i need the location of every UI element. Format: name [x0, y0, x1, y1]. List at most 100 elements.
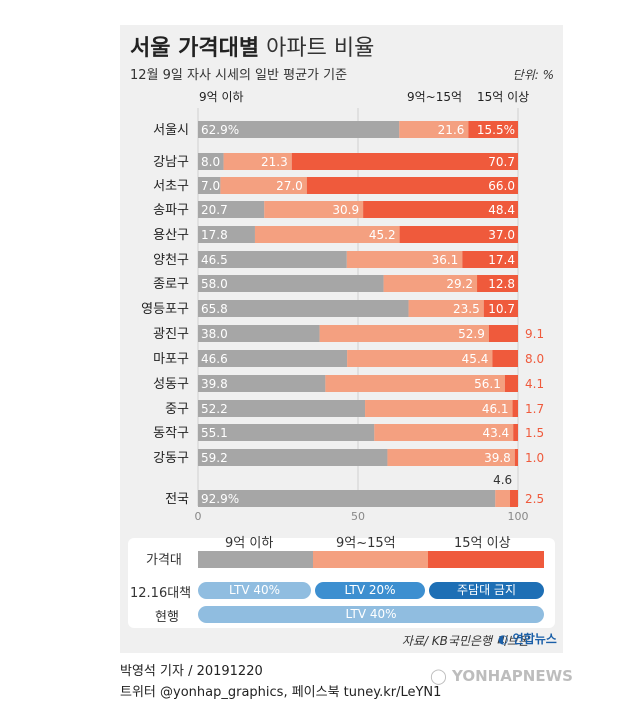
value-label-salmon: 36.1: [432, 253, 459, 267]
price-band-head-1: 9억 이하: [225, 536, 274, 551]
stacked-bar-chart: 9억 이하 9억~15억 15억 이상 0 50 100 서울시 62.9% 21.6 15.5%…: [141, 90, 544, 523]
category-label: 종로구: [153, 277, 189, 292]
bar-segment-9-below: [198, 490, 496, 507]
bar-segment-9-below: [198, 121, 400, 138]
bar-segment-15-above: [510, 490, 518, 507]
pill-ltv20: LTV 20%: [315, 582, 425, 599]
category-label: 동작구: [153, 426, 189, 441]
value-label-salmon: 21.6: [438, 123, 465, 137]
bar-segment-9-15: [223, 153, 292, 170]
category-label: 중구: [165, 402, 189, 417]
value-label-red: 1.5: [525, 426, 544, 440]
value-label-gray: 92.9%: [201, 492, 239, 506]
bar-segment-9-below: [198, 325, 320, 342]
bar-segment-9-below: [198, 226, 255, 243]
legend-9-below: 9억 이하: [199, 90, 244, 104]
category-label: 서울시: [153, 123, 189, 138]
value-label-red: 12.8: [488, 277, 515, 291]
bar-segment-9-15: [365, 400, 513, 417]
policy-row2-label: 현행: [155, 610, 179, 625]
category-label: 용산구: [153, 228, 189, 243]
bar-segment-9-below: [198, 275, 384, 292]
value-label-salmon: 27.0: [276, 179, 303, 193]
bar-segment-15-above: [468, 121, 518, 138]
bar-segment-9-15: [254, 226, 400, 243]
price-band-label: 가격대: [146, 553, 182, 568]
value-label-red: 10.7: [488, 302, 515, 316]
bar-segment-15-above: [504, 375, 518, 392]
bar-segment-9-below: [198, 251, 347, 268]
bar-segment-9-below: [198, 177, 221, 194]
bar-segment-15-above: [399, 226, 518, 243]
bar-segment-15-above: [306, 177, 518, 194]
title-bold: 서울 가격대별: [130, 36, 260, 61]
category-label: 양천구: [153, 253, 189, 268]
subtitle: 12월 9일 자사 시세의 일반 평균가 기준: [130, 68, 348, 83]
credit-social: 트위터 @yonhap_graphics, 페이스북 tuney.kr/LeYN…: [120, 685, 442, 700]
price-band-head-3: 15억 이상: [454, 536, 511, 551]
value-label-salmon: 30.9: [332, 203, 359, 217]
bar-segment-9-15: [346, 251, 463, 268]
value-label-salmon: 21.3: [261, 155, 288, 169]
price-band-bar-1: [198, 551, 313, 568]
value-label-gray: 59.2: [201, 451, 228, 465]
title-light: 아파트 비율: [266, 36, 375, 61]
value-label-gray: 8.0: [201, 155, 220, 169]
value-label-salmon: 29.2: [446, 277, 473, 291]
value-label-gray: 39.8: [201, 377, 228, 391]
value-label-salmon: 39.8: [484, 451, 511, 465]
credit-reporter: 박영석 기자 / 20191220: [120, 664, 263, 679]
bar-segment-9-below: [198, 400, 366, 417]
bar-segment-15-above: [363, 201, 518, 218]
logo-text: 연합뉴스: [512, 632, 557, 646]
price-band-bar-2: [313, 551, 428, 568]
page-title: 서울 가격대별 아파트 비율: [130, 30, 374, 62]
value-label-red: 37.0: [488, 228, 515, 242]
bar-segment-9-15: [383, 275, 478, 292]
value-label-gray: 46.5: [201, 253, 228, 267]
legend-15-above: 15억 이상: [477, 90, 529, 104]
value-label-red: 2.5: [525, 492, 544, 506]
bar-segment-15-above: [492, 350, 518, 367]
x-tick-label: 0: [195, 510, 202, 523]
value-label-salmon: 45.4: [462, 352, 489, 366]
value-label-red: 4.1: [525, 377, 544, 391]
category-label: 전국: [165, 492, 189, 507]
category-label: 성동구: [153, 377, 189, 392]
pill-ltv40-current: LTV 40%: [198, 606, 544, 623]
value-label-red: 66.0: [488, 179, 515, 193]
bar-segment-15-above: [513, 424, 518, 441]
category-label: 송파구: [153, 203, 189, 218]
value-label-salmon: 56.1: [474, 377, 501, 391]
value-label-red: 15.5%: [477, 123, 515, 137]
bar-segment-9-below: [198, 424, 375, 441]
bar-segment-9-below: [198, 153, 224, 170]
value-label-salmon: 46.1: [482, 402, 509, 416]
value-label-gray: 17.8: [201, 228, 228, 242]
watermark-text: YONHAPNEWS: [452, 667, 573, 685]
bar-segment-15-above: [514, 449, 518, 466]
bar-segment-9-15: [399, 121, 469, 138]
value-label-gray: 65.8: [201, 302, 228, 316]
yonhap-logo: ◐ 연합뉴스: [498, 632, 557, 646]
bar-segment-9-15: [374, 424, 514, 441]
bar-segment-9-15: [495, 490, 510, 507]
value-label-red: 48.4: [488, 203, 515, 217]
value-label-gray: 46.6: [201, 352, 228, 366]
price-band-bar-3: [428, 551, 544, 568]
category-label: 강동구: [153, 451, 189, 466]
category-label: 마포구: [153, 352, 189, 367]
x-tick-label: 100: [508, 510, 529, 523]
value-label-gray: 7.0: [201, 179, 220, 193]
value-label-gray: 58.0: [201, 277, 228, 291]
x-tick-label: 50: [351, 510, 365, 523]
bar-segment-9-15: [319, 325, 489, 342]
category-label: 강남구: [153, 155, 189, 170]
bar-segment-9-15: [325, 375, 505, 392]
bar-segment-15-above: [477, 275, 518, 292]
pill-mortgage-ban: 주담대 금지: [429, 582, 544, 599]
bar-segment-15-above: [291, 153, 518, 170]
bar-segment-15-above: [488, 325, 518, 342]
legend-9-15: 9억~15억: [407, 90, 462, 104]
value-label-red: 17.4: [488, 253, 515, 267]
